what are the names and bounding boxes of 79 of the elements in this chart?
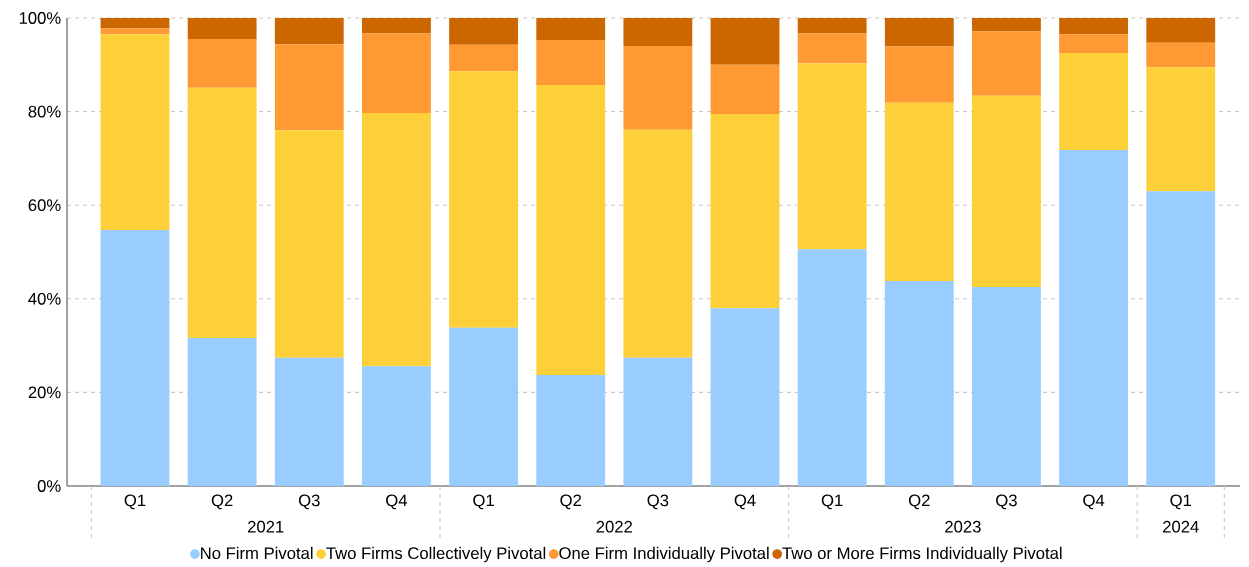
bar <box>710 113 780 309</box>
bar <box>100 34 170 230</box>
bar <box>972 287 1041 486</box>
x-tick-label: Q3 <box>647 494 669 510</box>
bar <box>710 17 780 65</box>
bar <box>1059 53 1129 150</box>
y-tick-label: 20% <box>28 386 61 399</box>
text: 2023 <box>945 520 981 533</box>
bar <box>797 33 867 64</box>
legend-label: Two Firms Collectively Pivotal <box>326 546 546 563</box>
bar <box>972 31 1041 96</box>
x-tick-label: Q4 <box>1083 494 1105 510</box>
bar <box>449 44 518 72</box>
bar <box>797 249 867 486</box>
y-tick-label: 60% <box>28 199 61 212</box>
text: 2022 <box>596 520 632 533</box>
bar <box>1059 149 1129 486</box>
x-tick-label: Q1 <box>473 494 494 510</box>
bar <box>274 130 344 358</box>
bar <box>1146 17 1216 43</box>
bar <box>972 17 1041 32</box>
bar <box>710 308 780 486</box>
y-tick-label: 40% <box>28 292 61 305</box>
bar <box>536 375 606 486</box>
text: 2024 <box>1163 520 1199 533</box>
bar <box>1146 42 1216 68</box>
bar <box>100 229 170 486</box>
bar <box>362 113 431 367</box>
x-tick-label: Q4 <box>386 494 408 510</box>
legend-label: One Firm Individually Pivotal <box>559 546 769 563</box>
bar <box>449 71 518 328</box>
x-tick-label: Q3 <box>996 494 1017 510</box>
bar <box>187 87 257 339</box>
bar <box>100 17 170 29</box>
bar <box>1059 34 1129 54</box>
bar <box>1146 67 1216 192</box>
bar <box>362 33 431 113</box>
bar <box>884 281 954 486</box>
bar <box>449 17 518 45</box>
bar <box>187 338 257 486</box>
bar <box>972 95 1041 288</box>
bar <box>536 17 606 40</box>
x-tick-label: Q1 <box>124 494 146 510</box>
bar <box>274 44 344 131</box>
legend-label: No Firm Pivotal <box>201 546 313 560</box>
bar <box>797 63 867 250</box>
bar <box>884 17 954 47</box>
bar <box>797 17 867 34</box>
bar <box>362 366 431 486</box>
y-tick-label: 0% <box>37 480 61 492</box>
x-tick-label: Q4 <box>734 494 756 510</box>
bar <box>1146 191 1216 486</box>
bar <box>1059 17 1129 35</box>
y-tick-label: 80% <box>28 105 61 118</box>
bar <box>274 17 344 45</box>
bar <box>362 17 431 34</box>
bar <box>187 17 257 40</box>
bar <box>623 129 693 358</box>
bar <box>623 46 693 130</box>
bar <box>623 357 693 486</box>
x-tick-label: Q3 <box>298 494 320 510</box>
bar <box>623 17 693 47</box>
x-tick-label: Q2 <box>560 494 581 510</box>
y-tick-label: 100% <box>19 12 61 24</box>
bar <box>449 327 518 486</box>
bar <box>187 39 257 88</box>
bar <box>536 84 606 376</box>
bar <box>884 102 954 282</box>
x-tick-label: Q2 <box>908 494 930 510</box>
bar <box>536 39 606 85</box>
bar <box>100 28 170 35</box>
text: 2021 <box>248 520 284 533</box>
legend-label: Two or More Firms Individually Pivotal <box>782 546 1062 563</box>
bar <box>710 64 780 114</box>
x-tick-label: Q1 <box>1170 494 1192 510</box>
bar <box>884 46 954 103</box>
x-tick-label: Q2 <box>211 494 233 510</box>
x-tick-label: Q1 <box>821 494 843 510</box>
bar <box>274 357 344 486</box>
